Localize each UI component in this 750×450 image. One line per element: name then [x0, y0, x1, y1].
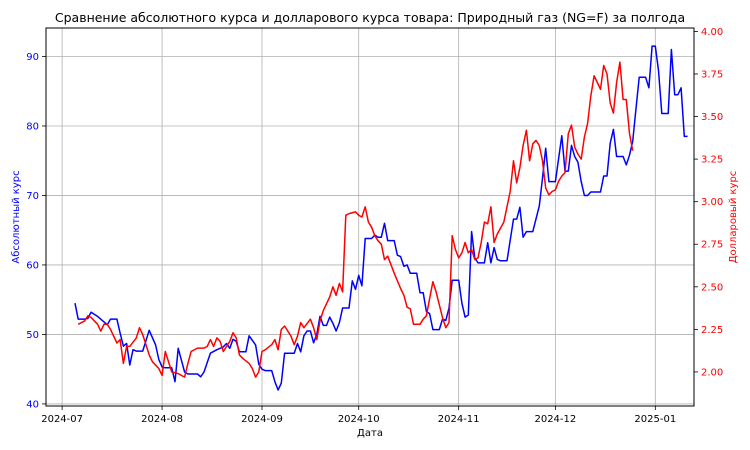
y-right-tick-label: 3.75 — [701, 69, 723, 80]
x-tick-label: 2024-11 — [438, 414, 480, 425]
y-right-tick-label: 2.50 — [701, 282, 723, 293]
x-axis-label: Дата — [357, 428, 383, 439]
y-axis-right: 2.00 2.25 2.50 2.75 3.00 3.25 3.50 3.75 4.00 — [694, 27, 723, 378]
gridlines — [46, 28, 694, 406]
y-right-tick-label: 3.00 — [701, 197, 723, 208]
series-layer — [74, 45, 688, 391]
x-tick-label: 2024-12 — [534, 414, 576, 425]
x-tick-label: 2024-08 — [141, 414, 183, 425]
x-tick-label: 2024-09 — [241, 414, 283, 425]
x-tick-label: 2024-07 — [41, 414, 83, 425]
series-dollar-line — [77, 61, 634, 378]
y-axis-right-label: Долларовый курс — [728, 171, 739, 264]
y-right-tick-label: 3.25 — [701, 155, 723, 166]
y-right-tick-label: 2.75 — [701, 240, 723, 251]
y-left-tick-label: 40 — [26, 399, 39, 410]
y-right-tick-label: 3.50 — [701, 112, 723, 123]
y-right-tick-label: 2.00 — [701, 367, 723, 378]
series-absolute-line — [74, 45, 688, 391]
y-axis-left: 40 50 60 70 80 90 — [26, 52, 46, 410]
y-right-tick-label: 4.00 — [701, 27, 723, 38]
plot-frame — [45, 27, 695, 407]
x-axis: 2024-07 2024-08 2024-09 2024-10 2024-11 2024-… — [41, 406, 676, 425]
x-tick-label: 2025-01 — [634, 414, 676, 425]
y-left-tick-label: 50 — [26, 330, 39, 341]
y-left-tick-label: 70 — [26, 191, 39, 202]
y-right-tick-label: 2.25 — [701, 325, 723, 336]
x-tick-label: 2024-10 — [338, 414, 380, 425]
y-left-tick-label: 90 — [26, 52, 39, 63]
y-left-tick-label: 60 — [26, 260, 39, 271]
y-axis-left-label: Абсолютный курс — [11, 170, 22, 263]
y-left-tick-label: 80 — [26, 121, 39, 132]
chart-title: Сравнение абсолютного курса и долларовог… — [55, 10, 685, 25]
